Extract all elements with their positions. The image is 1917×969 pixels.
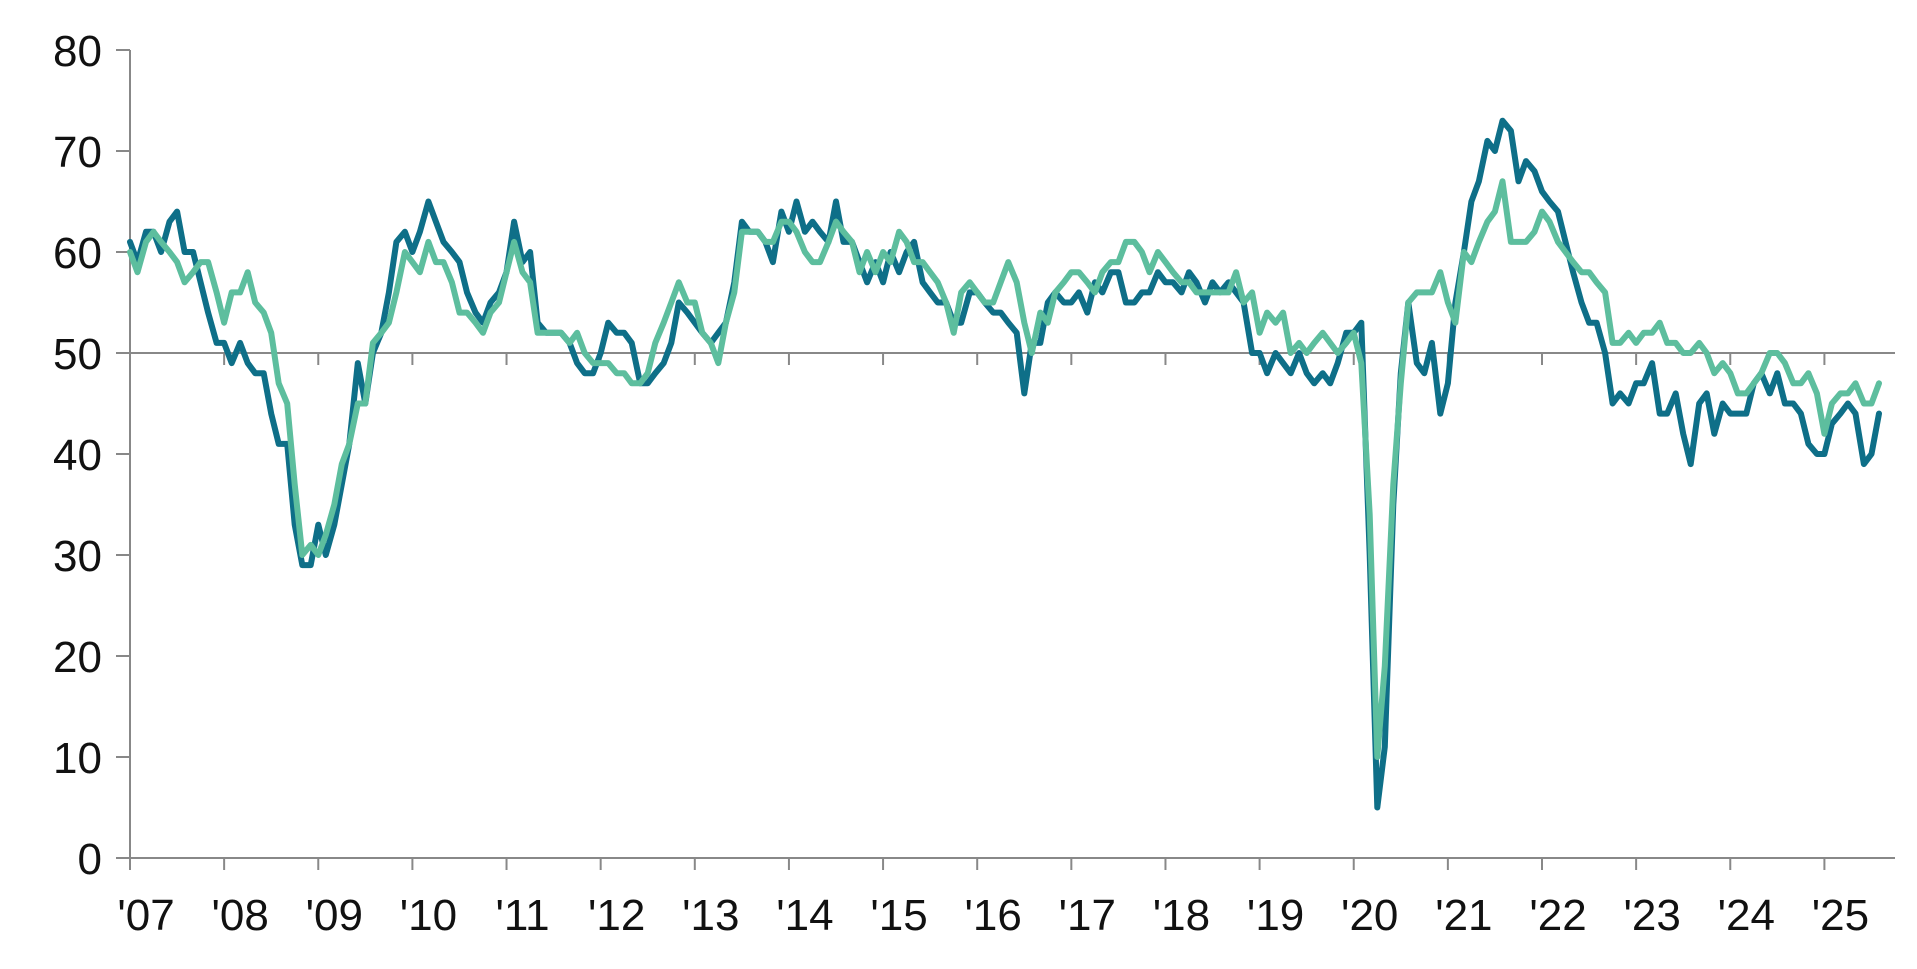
x-tick-label: '10 xyxy=(400,891,457,940)
y-tick-label: 80 xyxy=(53,27,102,76)
x-tick-label: '07 xyxy=(117,891,174,940)
x-tick-label: '20 xyxy=(1341,891,1398,940)
x-tick-label: '17 xyxy=(1059,891,1116,940)
y-tick-label: 50 xyxy=(53,330,102,379)
x-tick-label: '24 xyxy=(1718,891,1775,940)
y-tick-label: 60 xyxy=(53,229,102,278)
x-tick-label: '12 xyxy=(588,891,645,940)
series-group xyxy=(127,117,1882,811)
y-tick-label: 0 xyxy=(78,835,102,884)
tick-labels: 0 10 20 30 40 50 60 70 80 '07 '08 '09 '10 '11 '12 '13 '1… xyxy=(53,27,1869,940)
series-line-1 xyxy=(127,117,1882,811)
x-tick-label: '23 xyxy=(1623,891,1680,940)
x-tick-label: '08 xyxy=(211,891,268,940)
x-tick-label: '21 xyxy=(1435,891,1492,940)
axes xyxy=(116,49,1895,870)
y-tick-label: 70 xyxy=(53,128,102,177)
x-tick-label: '15 xyxy=(870,891,927,940)
x-tick-label: '13 xyxy=(682,891,739,940)
x-tick-label: '14 xyxy=(776,891,833,940)
y-tick-label: 30 xyxy=(53,532,102,581)
x-tick-label: '19 xyxy=(1247,891,1304,940)
x-tick-label: '11 xyxy=(495,891,549,940)
y-tick-label: 20 xyxy=(53,633,102,682)
series-line-2 xyxy=(127,178,1882,760)
x-tick-label: '16 xyxy=(965,891,1022,940)
y-tick-label: 10 xyxy=(53,734,102,783)
x-tick-label: '18 xyxy=(1153,891,1210,940)
x-tick-label: '22 xyxy=(1529,891,1586,940)
y-tick-label: 40 xyxy=(53,431,102,480)
reference-line-group xyxy=(129,352,1895,365)
x-tick-label: '25 xyxy=(1812,891,1869,940)
x-tick-label: '09 xyxy=(306,891,363,940)
